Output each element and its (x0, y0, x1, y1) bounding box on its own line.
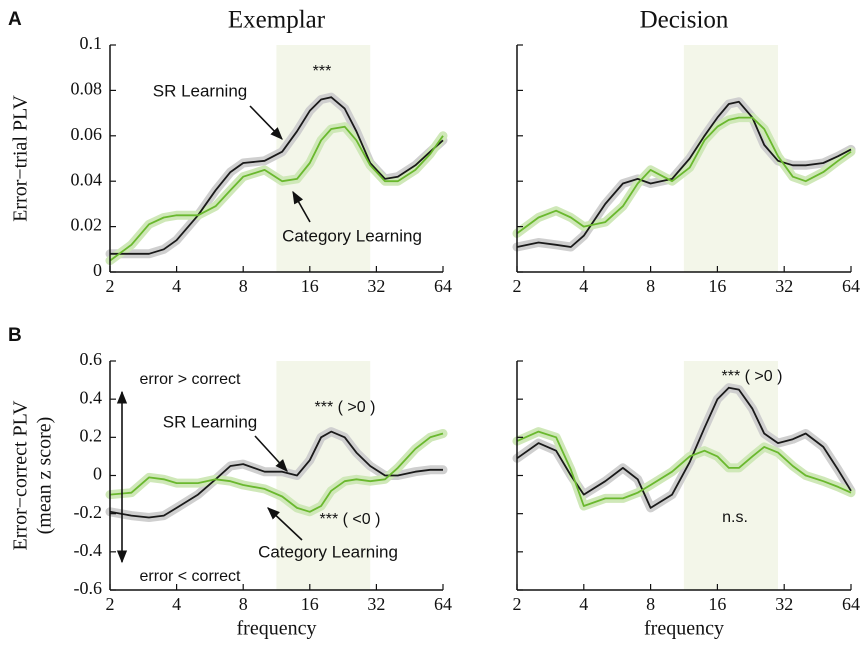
series-label: SR Learning (153, 81, 248, 100)
arrow (254, 435, 288, 472)
x-tick-label: 8 (239, 276, 248, 296)
plots: SR Learning Category Learning 0 0.02 0.04 0.0… (8, 7, 860, 640)
arrows (116, 105, 311, 564)
x-tick-label: 2 (513, 594, 522, 614)
x-tick-label: 16 (301, 276, 319, 296)
series-line (516, 100, 852, 248)
y-axis-label: Error−correct PLV (10, 400, 32, 550)
x-tick-label: 32 (775, 276, 793, 296)
annotation: n.s. (722, 509, 748, 526)
panel-letter: B (8, 325, 22, 346)
series-line (516, 430, 852, 507)
x-tick-label: 2 (106, 276, 115, 296)
panel-title: Exemplar (228, 7, 326, 34)
y-tick-label: -0.6 (74, 578, 103, 598)
x-tick-label: 8 (646, 594, 655, 614)
shaded-window (276, 45, 371, 272)
annotation: error < correct (140, 568, 241, 585)
x-tick-label: 4 (172, 276, 181, 296)
annotation: *** ( >0 ) (315, 399, 376, 416)
x-tick-label: 4 (172, 594, 181, 614)
y-tick-label: 0.1 (80, 33, 103, 53)
x-tick-label: 64 (434, 594, 452, 614)
y-tick-label: 0 (93, 464, 102, 484)
x-tick-label: 16 (708, 594, 726, 614)
arrow (249, 105, 283, 140)
y-tick-label: 0.02 (71, 215, 103, 235)
y-axis-label: Error−trial PLV (10, 95, 32, 222)
series-label: Category Learning (258, 542, 398, 561)
arrow (292, 190, 311, 223)
y-tick-label: -0.2 (74, 502, 103, 522)
x-tick-label: 2 (513, 276, 522, 296)
series-line (109, 125, 444, 262)
y-tick-label: 0.4 (80, 387, 103, 407)
annotation: *** ( <0 ) (320, 511, 381, 528)
annotation: *** ( >0 ) (722, 368, 783, 385)
annotation: error > correct (140, 371, 241, 388)
y-tick-label: 0.08 (71, 79, 103, 99)
shaded-window (683, 361, 778, 590)
x-tick-label: 16 (301, 594, 319, 614)
y-axis-label: (mean z score) (34, 417, 56, 535)
arrow (267, 507, 303, 541)
x-tick-label: 8 (646, 276, 655, 296)
x-tick-label: 64 (434, 276, 452, 296)
y-tick-label: 0.06 (71, 124, 103, 144)
y-tick-label: 0.04 (71, 169, 103, 189)
x-axis-label: frequency (237, 618, 317, 640)
x-tick-label: 8 (239, 594, 248, 614)
series-line (516, 116, 852, 235)
series-line (109, 432, 444, 513)
x-tick-label: 4 (579, 594, 588, 614)
panel-letter: A (8, 9, 22, 30)
y-tick-label: -0.4 (74, 540, 103, 560)
y-tick-label: 0 (93, 260, 102, 280)
annotation: *** (313, 63, 332, 80)
x-tick-label: 4 (579, 276, 588, 296)
series-line (110, 96, 444, 255)
x-axis-label: frequency (644, 618, 724, 640)
series-label: SR Learning (163, 412, 258, 431)
x-tick-label: 32 (367, 594, 385, 614)
x-tick-label: 64 (842, 276, 860, 296)
series-line (516, 386, 852, 509)
x-tick-label: 32 (367, 276, 385, 296)
x-tick-label: 64 (842, 594, 860, 614)
y-tick-label: 0.6 (80, 349, 103, 369)
x-tick-label: 2 (106, 594, 115, 614)
panel-title: Decision (640, 7, 729, 34)
x-tick-label: 16 (708, 276, 726, 296)
series-label: Category Learning (282, 226, 422, 245)
y-tick-label: 0.2 (80, 425, 103, 445)
x-tick-label: 32 (775, 594, 793, 614)
